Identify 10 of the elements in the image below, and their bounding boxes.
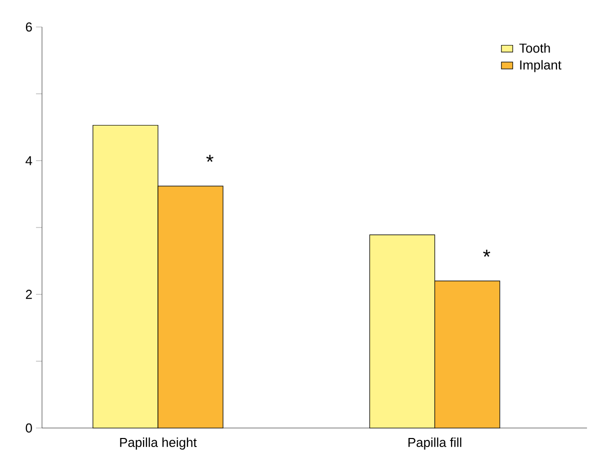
annotation: * (483, 250, 490, 257)
y-tick-label: 2 (26, 290, 32, 299)
x-tick-label: Papilla height (120, 438, 197, 450)
y-tick-label: 0 (26, 423, 32, 433)
legend-label: Tooth (519, 43, 550, 53)
annotation: * (206, 154, 214, 162)
legend-label: Implant (520, 60, 562, 72)
y-tick-label: 6 (26, 22, 32, 32)
y-tick-label: 4 (26, 156, 32, 166)
x-tick-label: Papilla fill (408, 438, 462, 450)
